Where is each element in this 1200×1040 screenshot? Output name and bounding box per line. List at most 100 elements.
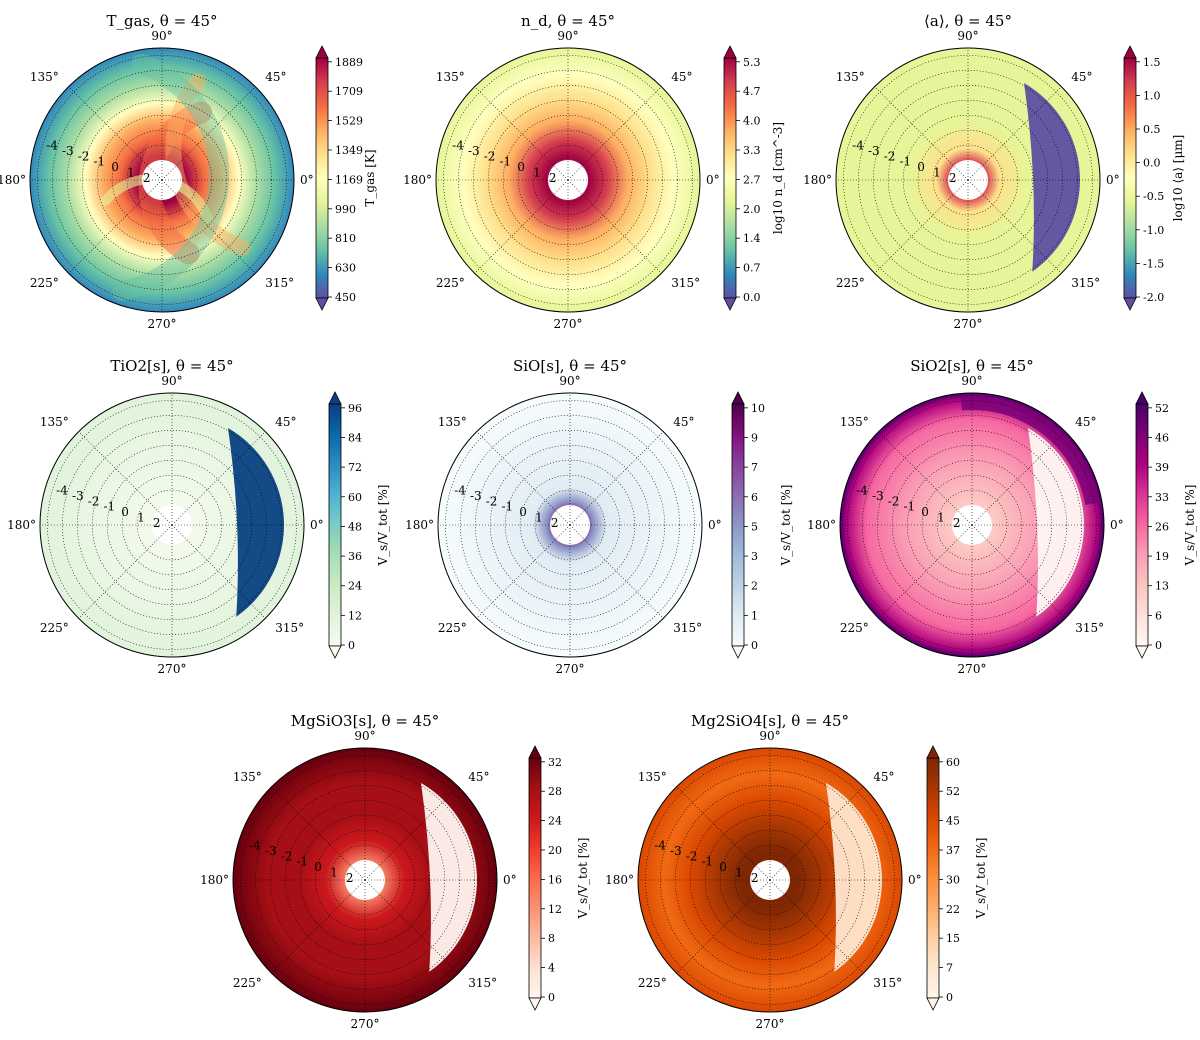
colorbar: [1135, 403, 1149, 647]
angle-label: 315°: [671, 276, 700, 290]
colorbar-tick-label: 0: [946, 991, 953, 1004]
panel-7: MgSiO3[s], θ = 45°90°45°0°315°270°225°18…: [200, 712, 590, 1031]
colorbar-tick-label: 60: [946, 756, 960, 769]
colorbar-extend-top: [528, 745, 542, 759]
grid-ring: [67, 85, 257, 275]
grid-spoke: [364, 879, 459, 974]
radial-tick-label: 1: [533, 166, 541, 180]
colorbar-tick-label: 1.5: [1143, 56, 1161, 69]
grid-spoke: [971, 524, 1066, 619]
grid-ring: [877, 430, 1067, 620]
panel-title: MgSiO3[s], θ = 45°: [291, 712, 440, 730]
polar-frame: [437, 392, 703, 658]
grid-ring: [52, 70, 272, 290]
colorbar-tick-label: 0: [548, 991, 555, 1004]
angle-label: 45°: [673, 415, 694, 429]
grid-spoke: [967, 86, 1062, 181]
angle-label: 135°: [40, 415, 69, 429]
angle-label: 315°: [468, 976, 497, 990]
grid-ring: [887, 99, 1049, 261]
grid-ring: [62, 415, 282, 635]
colorbar-extend-top: [1135, 391, 1149, 405]
angle-label: 90°: [354, 729, 375, 743]
grid-spoke: [878, 524, 973, 619]
grid-ring: [81, 99, 243, 261]
grid-ring: [126, 144, 198, 216]
angle-label: 270°: [148, 317, 177, 331]
angle-label: 90°: [759, 729, 780, 743]
grid-ring: [460, 415, 680, 635]
grid-spoke: [364, 786, 459, 881]
polar-frame: [839, 392, 1105, 658]
polar-frame: [637, 747, 903, 1013]
radial-tick-label: -4: [654, 838, 666, 852]
radial-tick-label: -2: [88, 494, 100, 508]
colorbar-tick-label: 28: [548, 785, 562, 798]
colorbar-tick-label: -1.5: [1143, 257, 1164, 270]
colorbar-label: V_s/V_tot [%]: [1183, 485, 1197, 567]
colorbar-tick-label: 15: [946, 932, 960, 945]
angle-label: 90°: [559, 374, 580, 388]
radial-tick-label: 2: [751, 871, 759, 885]
grid-spoke: [874, 86, 969, 181]
grid-ring: [284, 799, 446, 961]
radial-tick-label: -1: [499, 155, 511, 169]
radial-tick-label: 1: [933, 166, 941, 180]
panel-title: n_d, θ = 45°: [521, 12, 615, 30]
angle-label: 270°: [158, 662, 187, 676]
angle-label: 135°: [840, 415, 869, 429]
radial-tick-label: -4: [454, 483, 466, 497]
grid-spoke: [569, 524, 664, 619]
grid-spoke: [567, 86, 662, 181]
radial-tick-label: 2: [953, 516, 961, 530]
angle-label: 180°: [803, 173, 832, 187]
polar-frame: [435, 47, 701, 313]
colorbar-tick-label: 48: [348, 520, 362, 533]
colorbar-label: log10 n_d [cm^-3]: [771, 122, 785, 234]
colorbar-tick-label: 0.0: [1143, 157, 1161, 170]
grid-ring: [121, 474, 223, 576]
angle-label: 135°: [438, 415, 467, 429]
angle-label: 180°: [0, 173, 26, 187]
colorbar: [926, 757, 940, 999]
angle-label: 225°: [30, 276, 59, 290]
colorbar-tick-label: 30: [946, 873, 960, 886]
colorbar-tick-label: 36: [348, 550, 362, 563]
grid-ring: [921, 474, 1023, 576]
angle-label: 225°: [233, 976, 262, 990]
grid-spoke: [676, 786, 771, 881]
crescent-feature: [1028, 428, 1085, 617]
colorbar-tick-label: 1349: [335, 144, 363, 157]
angle-label: 180°: [605, 873, 634, 887]
colorbar-tick-label: 4.0: [743, 115, 761, 128]
radial-tick-label: -3: [72, 489, 84, 503]
colorbar-tick-label: 32: [548, 756, 562, 769]
colorbar-tick-label: 52: [1155, 402, 1169, 415]
radial-tick-label: 2: [549, 171, 557, 185]
grid-ring: [489, 444, 651, 606]
grid-spoke: [878, 431, 973, 526]
colorbar-tick-label: 5: [751, 520, 758, 533]
radial-tick-label: 1: [330, 866, 338, 880]
radial-tick-label: 0: [121, 505, 129, 519]
grid-ring: [443, 55, 693, 305]
colorbar-tick-label: 45: [946, 815, 960, 828]
colorbar-tick-label: 33: [1155, 491, 1169, 504]
grid-ring: [689, 799, 851, 961]
grid-ring: [270, 785, 460, 975]
grid-ring: [917, 129, 1019, 231]
colorbar-tick-label: 39: [1155, 461, 1169, 474]
radial-tick-label: -2: [484, 149, 496, 163]
radial-tick-label: 0: [917, 160, 925, 174]
angle-label: 315°: [1071, 276, 1100, 290]
colorbar-tick-label: 1889: [335, 56, 363, 69]
grid-ring: [719, 829, 821, 931]
grid-spoke: [68, 86, 163, 181]
grid-ring: [936, 489, 1008, 561]
colorbar-tick-label: 1.0: [1143, 89, 1161, 102]
grid-ring: [96, 114, 228, 246]
colorbar-tick-label: 52: [946, 785, 960, 798]
angle-label: 270°: [554, 317, 583, 331]
colorbar-tick-label: 46: [1155, 431, 1169, 444]
colorbar-extend-top: [731, 391, 745, 405]
